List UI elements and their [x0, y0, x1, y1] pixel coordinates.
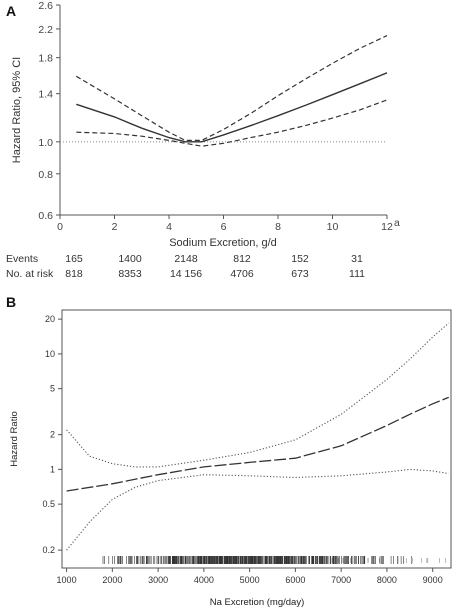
y-tick-label: 1.0 [38, 137, 53, 149]
y-tick-label: 2.2 [38, 24, 53, 36]
panel-a-y-axis-title: Hazard Ratio, 95% CI [11, 57, 23, 163]
panel-a-label: A [6, 3, 16, 19]
x-tick-label: 6 [221, 221, 227, 233]
panel-b-y-axis-title: Hazard Ratio [9, 411, 20, 466]
panel-b-label: B [6, 294, 16, 310]
x-tick-label: 3000 [148, 575, 168, 585]
at-risk-value: 673 [291, 268, 309, 280]
risk-row-label-at-risk: No. at risk [6, 268, 54, 280]
panel-b-x-axis-title: Na Excretion (mg/day) [210, 597, 305, 608]
y-tick-label: 1.4 [38, 89, 53, 101]
at-risk-value: 111 [349, 268, 365, 280]
panel-a-chart: 0 2 4 6 8 10 12 a 0.6 0.8 1.0 1.4 1.8 2.2 2.6 [38, 0, 400, 233]
events-value: 165 [65, 253, 83, 265]
panel-b-lower-line [66, 468, 449, 551]
y-tick-label: 0.8 [38, 169, 53, 181]
at-risk-value: 8353 [118, 268, 142, 280]
x-tick-label: 1000 [57, 575, 77, 585]
panel-b-chart: 1000 2000 3000 4000 5000 6000 7000 8000 9000 0.2 0… [42, 309, 452, 585]
panel-a-upper-line [75, 35, 388, 141]
x-tick-superscript: a [394, 217, 400, 229]
y-tick-label: 2.6 [38, 0, 53, 12]
x-tick-label: 8000 [377, 575, 397, 585]
panel-b-frame [61, 309, 452, 569]
x-tick-label: 12 [381, 221, 393, 233]
x-tick-label: 4 [166, 221, 172, 233]
events-value: 1400 [118, 253, 142, 265]
x-tick-label: 9000 [423, 575, 443, 585]
x-tick-label: 2000 [102, 575, 122, 585]
x-tick-label: 2 [112, 221, 118, 233]
risk-table: Events No. at risk 165 1400 2148 812 152… [6, 253, 365, 280]
at-risk-value: 818 [65, 268, 83, 280]
y-tick-label: 10 [45, 349, 55, 359]
x-tick-label: 0 [57, 221, 63, 233]
at-risk-value: 14 156 [170, 268, 202, 280]
x-tick-label: 5000 [240, 575, 260, 585]
y-tick-label: 0.2 [42, 545, 55, 555]
events-value: 152 [291, 253, 309, 265]
risk-row-label-events: Events [6, 253, 38, 265]
y-tick-label: 2 [50, 430, 55, 440]
x-tick-label: 8 [275, 221, 281, 233]
x-tick-label: 10 [327, 221, 339, 233]
panel-b-upper-line [66, 322, 450, 468]
y-tick-label: 20 [45, 314, 55, 324]
y-tick-label: 5 [50, 384, 55, 394]
y-tick-label: 1 [50, 464, 55, 474]
events-value: 812 [233, 253, 251, 265]
y-tick-label: 1.8 [38, 53, 53, 65]
x-tick-label: 6000 [285, 575, 305, 585]
panel-a-x-axis-title: Sodium Excretion, g/d [169, 237, 277, 249]
y-tick-label: 0.5 [42, 499, 55, 509]
events-value: 31 [351, 253, 363, 265]
panel-a-lower-line [76, 99, 388, 147]
events-value: 2148 [174, 253, 198, 265]
panel-b-estimate-line [66, 396, 449, 492]
at-risk-value: 4706 [230, 268, 254, 280]
y-tick-label: 0.6 [38, 210, 53, 222]
x-tick-label: 7000 [331, 575, 351, 585]
panel-a-estimate-line [76, 72, 388, 143]
x-tick-label: 4000 [194, 575, 214, 585]
